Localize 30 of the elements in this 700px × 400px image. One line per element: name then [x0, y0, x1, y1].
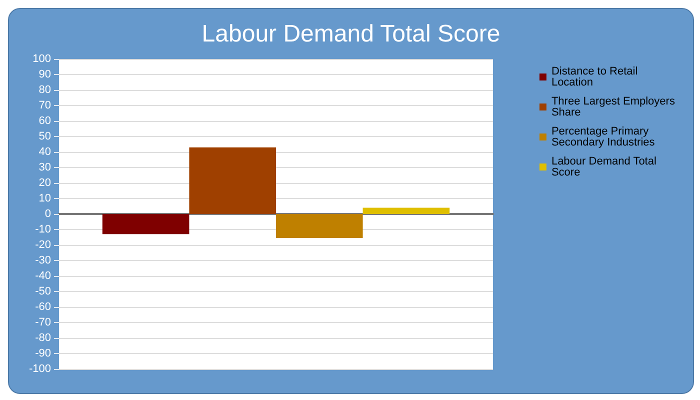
- y-tick-label: -90: [35, 348, 51, 360]
- y-tick-label: 30: [38, 162, 51, 174]
- y-tick-label: 100: [32, 53, 51, 65]
- y-tick-label: -40: [35, 270, 51, 282]
- bar: [189, 147, 276, 214]
- legend-label: Distance to Retail Location: [551, 66, 641, 88]
- y-tick-label: -50: [35, 286, 51, 298]
- y-tick-label: -100: [28, 363, 51, 375]
- legend-label: Percentage Primary Secondary Industries: [551, 126, 656, 148]
- y-tick-label: -80: [35, 332, 51, 344]
- y-tick-label: 50: [38, 130, 51, 142]
- bar: [102, 214, 190, 234]
- y-tick-label: -60: [35, 301, 51, 313]
- y-tick-label: 20: [38, 177, 51, 189]
- legend-label: Labour Demand Total Score: [551, 156, 660, 178]
- y-tick-label: 70: [38, 100, 51, 112]
- bar: [276, 214, 363, 238]
- y-tick-label: 90: [38, 68, 51, 80]
- bar: [362, 208, 450, 214]
- y-tick-label: 40: [38, 146, 51, 158]
- y-tick-label: 0: [44, 208, 51, 220]
- y-tick-label: 10: [38, 192, 51, 204]
- legend-label: Three Largest Employers Share: [551, 96, 678, 118]
- y-tick-label: 60: [38, 115, 51, 127]
- y-tick-label: 80: [38, 84, 51, 96]
- chart-title: Labour Demand Total Score: [202, 20, 500, 48]
- y-tick-label: -10: [35, 224, 51, 236]
- y-tick-label: -70: [35, 316, 51, 328]
- y-tick-label: -20: [35, 239, 51, 251]
- y-tick-label: -30: [35, 254, 51, 266]
